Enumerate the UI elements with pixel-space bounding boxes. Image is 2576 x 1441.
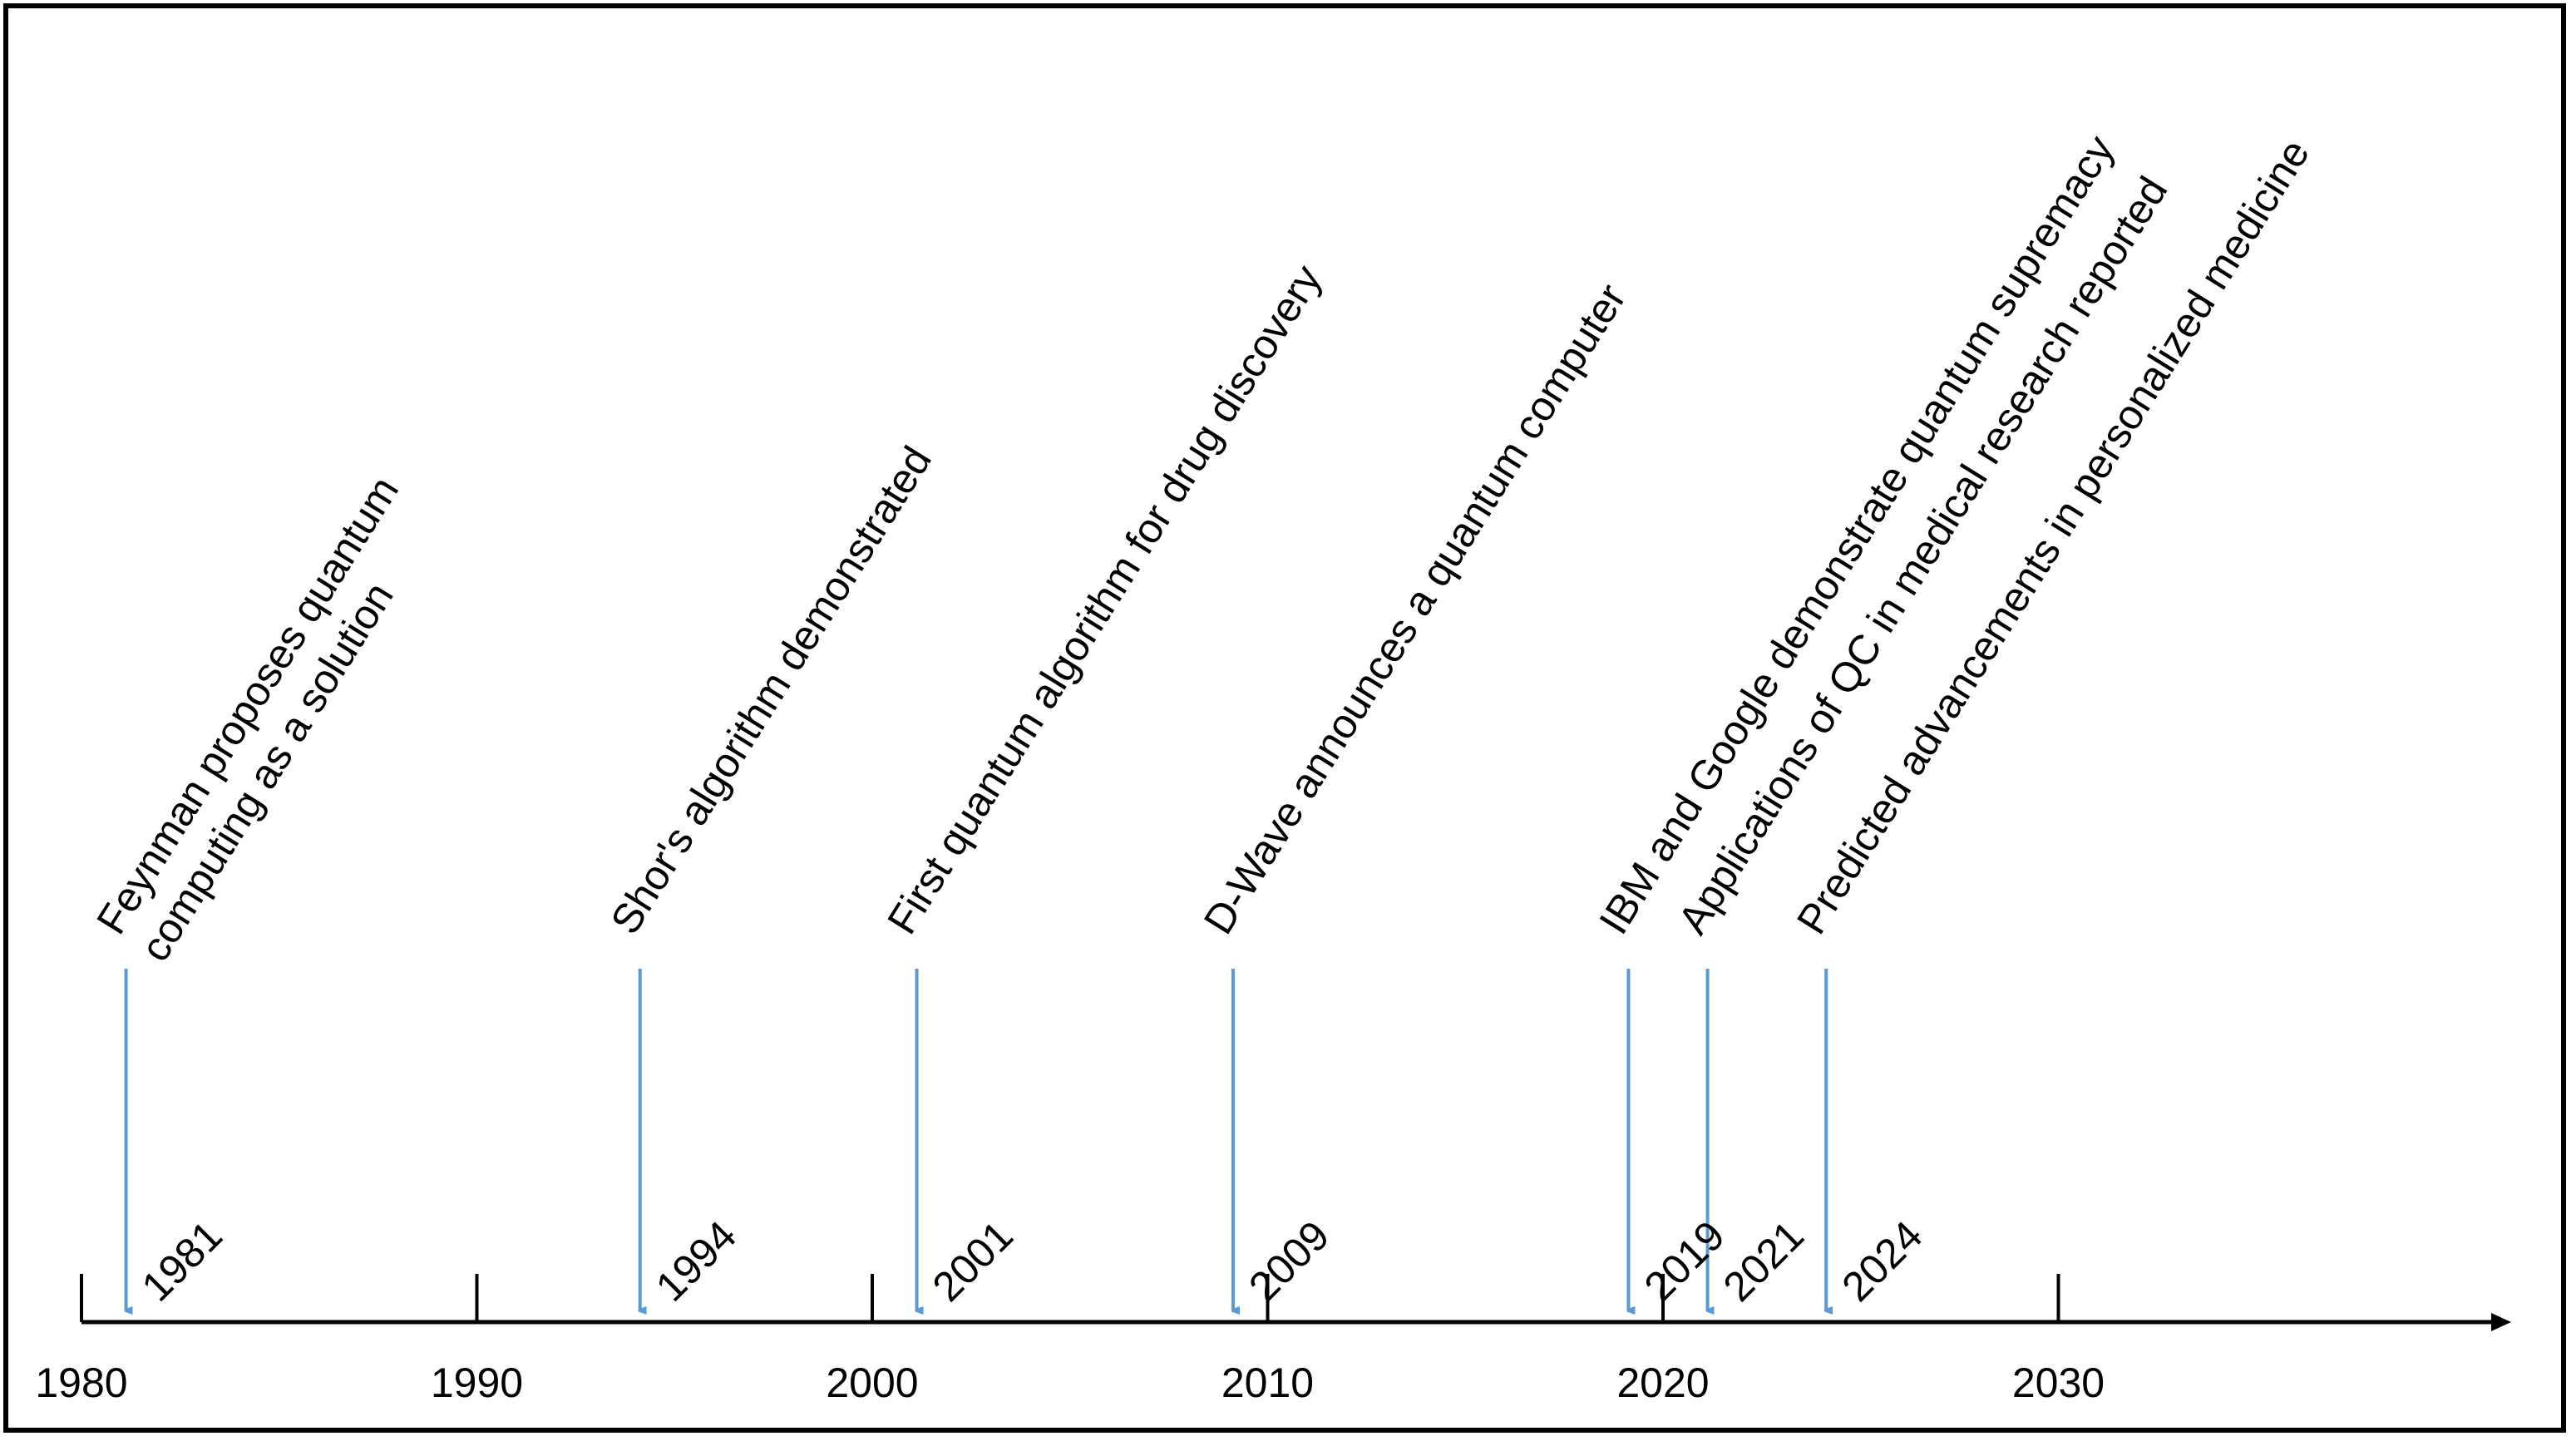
axis-tick-label: 2000	[826, 1360, 918, 1406]
axis-tick-label: 2020	[1616, 1360, 1709, 1406]
event-year-label: 2009	[1240, 1212, 1338, 1310]
event-arrows	[124, 969, 1827, 1310]
event-description-line: Feynman proposes quantum	[87, 468, 407, 941]
event-description: Shor's algorithm demonstrated	[602, 438, 940, 942]
event-description: Applications of QC in medical research r…	[1669, 169, 2176, 942]
axis-tick-label: 1990	[431, 1360, 523, 1406]
timeline-axis	[81, 1313, 2511, 1331]
axis-ticks: 1980 1990 2000 2010 2020 2030	[35, 1274, 2105, 1406]
axis-arrowhead	[2491, 1313, 2511, 1331]
event-description-line: Applications of QC in medical research r…	[1669, 169, 2176, 942]
event-year-label: 1994	[647, 1212, 745, 1310]
axis-tick-label: 2030	[2012, 1360, 2105, 1406]
axis-tick-label: 2010	[1221, 1360, 1314, 1406]
event-year-label: 2024	[1833, 1212, 1931, 1310]
event-description-line: Shor's algorithm demonstrated	[602, 438, 940, 942]
event-year-label: 1981	[133, 1212, 231, 1310]
event-year-label: 2021	[1715, 1212, 1813, 1310]
event-year-label: 2019	[1636, 1212, 1734, 1310]
event-year-label: 2001	[924, 1212, 1022, 1310]
figure-border	[3, 3, 2566, 1433]
axis-tick-label: 1980	[35, 1360, 127, 1406]
